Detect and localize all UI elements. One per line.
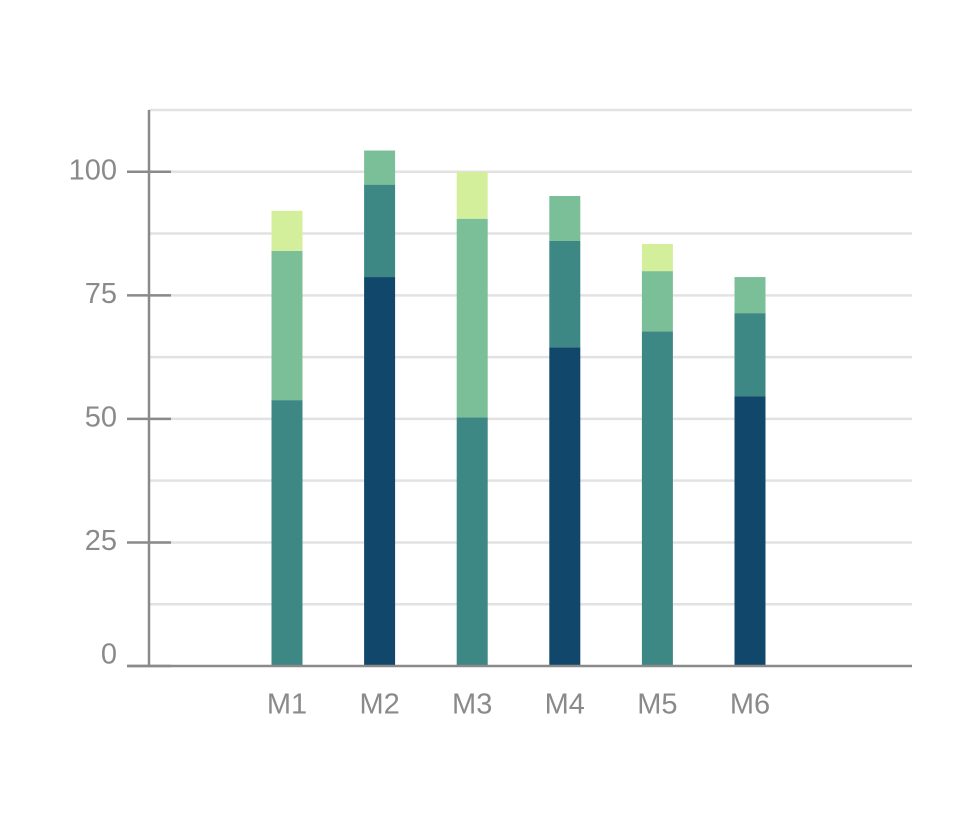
bar-segment: [641, 243, 673, 272]
bar-segment: [456, 171, 488, 219]
x-tick-label: M5: [637, 689, 677, 721]
bar-segment: [549, 347, 581, 666]
bar-segment: [364, 277, 396, 666]
y-tick-label: 25: [85, 525, 117, 557]
bar-segment: [271, 400, 303, 666]
bar-segment: [549, 195, 581, 241]
bar-segment: [271, 210, 303, 251]
x-tick-label: M1: [267, 689, 307, 721]
y-tick-label: 0: [101, 639, 117, 671]
bar-segment: [641, 331, 673, 666]
bar-segment: [734, 277, 766, 314]
bar-segment: [456, 417, 488, 666]
y-tick-label: 100: [69, 154, 117, 186]
y-tick-label: 50: [85, 402, 117, 434]
bar-segment: [364, 150, 396, 185]
bar-segment: [734, 313, 766, 397]
bar-segment: [456, 218, 488, 418]
bar-segment: [734, 396, 766, 666]
x-tick-label: M4: [545, 689, 585, 721]
y-tick-label: 75: [85, 278, 117, 310]
bar-segment: [364, 184, 396, 278]
bar-segment: [271, 250, 303, 401]
x-tick-label: M3: [452, 689, 492, 721]
bar-segment: [641, 271, 673, 332]
x-tick-label: M6: [730, 689, 770, 721]
x-tick-label: M2: [359, 689, 399, 721]
bar-segment: [549, 240, 581, 348]
